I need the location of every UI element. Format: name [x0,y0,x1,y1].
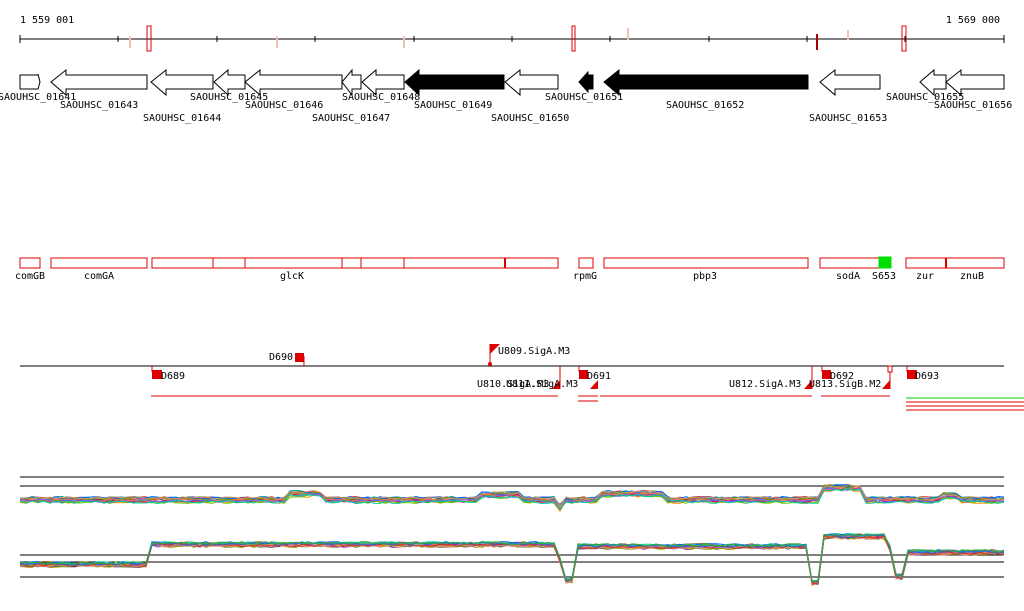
expression-profile-line [19,483,1005,506]
feature-marker[interactable] [822,370,831,379]
gene-name-label: znuB [960,271,984,282]
gene-name-label: comGA [84,271,114,282]
gene-label: SAOUHSC_01649 [414,100,492,111]
feature-label: U810.SigA.M3 [477,379,549,390]
gene-name-label: glcK [280,271,304,282]
gene-name-box[interactable] [19,257,41,269]
feature-label: D692 [830,371,854,382]
gene-arrow[interactable] [504,68,559,97]
gene-label: SAOUHSC_01641 [0,92,76,103]
feature-label: D690 [269,352,293,363]
gene-name-label: pbp3 [693,271,717,282]
gene-arrow[interactable] [19,73,41,90]
promoter-flag[interactable] [490,344,500,354]
gene-label: SAOUHSC_01656 [934,100,1012,111]
gene-label: SAOUHSC_01651 [545,92,623,103]
expression-profile-line [19,533,1005,583]
gene-name-label: comGB [15,271,45,282]
gene-name-box[interactable] [50,257,148,269]
feature-marker[interactable] [152,370,162,379]
gene-name-label: zur [916,271,934,282]
gene-arrow[interactable] [361,68,405,97]
feature-track: D690 U809.SigA.M3 D689 U810.SigA.M3 U811… [20,344,1024,411]
gene-label: SAOUHSC_01644 [143,113,221,124]
gene-label: SAOUHSC_01648 [342,92,420,103]
feature-label: U813.SigB.M2 [809,379,881,390]
gene-label: SAOUHSC_01652 [666,100,744,111]
gene-label: SAOUHSC_01653 [809,113,887,124]
gene-label: SAOUHSC_01643 [60,100,138,111]
feature-label: D693 [915,371,939,382]
gene-label: SAOUHSC_01645 [190,92,268,103]
gene-name-box[interactable] [603,257,809,269]
expression-track-lower [19,532,1005,587]
gene-label: SAOUHSC_01646 [245,100,323,111]
gene-name-track [19,256,1005,269]
gene-arrow[interactable] [213,68,246,97]
gene-name-box[interactable] [151,257,559,269]
gene-label: SAOUHSC_01655 [886,92,964,103]
gene-arrow[interactable] [341,68,362,97]
promoter-flag[interactable] [590,380,598,389]
gene-arrow[interactable] [819,68,881,97]
ruler-start-label: 1 559 001 [20,15,74,26]
expression-profile-line [20,536,1005,587]
gene-arrow[interactable] [603,68,809,97]
gene-name-label: S653 [872,271,896,282]
ruler-end-label: 1 569 000 [946,15,1000,26]
gene-label: SAOUHSC_01647 [312,113,390,124]
feature-label: D691 [587,371,611,382]
gene-label: SAOUHSC_01650 [491,113,569,124]
gene-name-box[interactable] [578,257,594,269]
gene-name-box[interactable] [819,257,881,269]
coordinate-ruler: 1 559 001 1 569 000 [19,15,1005,52]
feature-marker[interactable] [295,353,304,362]
expression-profile-line [19,484,1005,508]
gene-arrow[interactable] [404,68,505,97]
feature-label: D689 [161,371,185,382]
gene-name-label: rpmG [573,271,597,282]
expression-profile-line [19,533,1005,583]
expression-profile-line [19,487,1005,510]
feature-label: U812.SigA.M3 [729,379,801,390]
gene-arrow[interactable] [50,68,148,97]
ruler-highlight-marks [129,25,907,52]
expression-profile-line [19,534,1005,583]
gene-arrow[interactable] [578,70,594,94]
srna-box[interactable] [878,256,892,269]
gene-track [19,68,1005,97]
expression-profile-line [19,533,1005,582]
promoter-flag[interactable] [804,380,812,389]
promoter-flag[interactable] [552,380,560,389]
gene-name-box[interactable] [905,257,1005,269]
feature-label: U811.SigA.M3 [506,379,578,390]
gene-labels: SAOUHSC_01641 SAOUHSC_01643 SAOUHSC_0164… [0,92,1012,124]
promoter-flag[interactable] [882,380,890,389]
gene-name-label: sodA [836,271,860,282]
gene-arrow[interactable] [919,68,947,97]
expression-profile-line [19,532,1005,583]
gene-arrow[interactable] [150,68,214,97]
gene-arrow[interactable] [244,68,343,97]
gene-arrow[interactable] [945,68,1005,97]
gene-name-labels: comGB comGA glcK rpmG pbp3 sodA S653 zur… [15,271,984,282]
feature-marker[interactable] [579,370,588,379]
transcript-lines [151,395,1024,411]
expression-track-upper [19,476,1005,513]
feature-label: U809.SigA.M3 [498,346,570,357]
feature-marker[interactable] [907,370,917,379]
